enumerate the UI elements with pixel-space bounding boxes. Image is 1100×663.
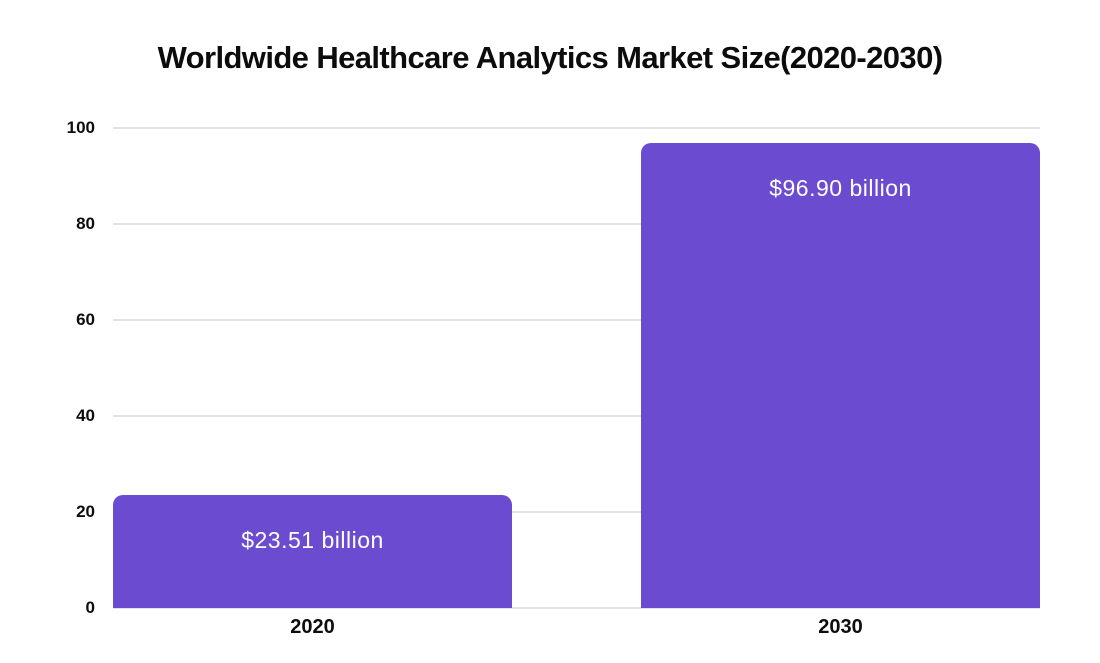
bars-layer: $23.51 billion $96.90 billion — [113, 128, 1040, 608]
gridline-0 — [113, 607, 1040, 609]
plot-area: 0 20 40 60 80 100 $23.51 billion $96.90 billio… — [67, 118, 1040, 617]
gridline-20 — [113, 511, 1040, 513]
bar-value-label-2020: $23.51 billion — [241, 527, 384, 554]
bar-value-label-2030: $96.90 billion — [769, 174, 912, 201]
gridline-60 — [113, 319, 1040, 321]
y-tick-label-0: 0 — [85, 598, 95, 617]
x-tick-label-2030: 2030 — [818, 616, 863, 638]
y-tick-label-20: 20 — [76, 502, 95, 521]
chart-title: Worldwide Healthcare Analytics Market Si… — [157, 40, 943, 75]
bar-2030: $96.90 billion — [641, 142, 1040, 608]
gridline-100 — [113, 127, 1040, 129]
x-tick-label-2020: 2020 — [290, 616, 335, 638]
y-tick-label-60: 60 — [76, 310, 95, 329]
grid-layer: 0 20 40 60 80 100 — [67, 118, 1040, 617]
gridline-40 — [113, 415, 1040, 417]
gridline-80 — [113, 223, 1040, 225]
bar-2020: $23.51 billion — [113, 495, 512, 608]
y-tick-label-80: 80 — [76, 214, 95, 233]
y-tick-label-40: 40 — [76, 406, 95, 425]
y-tick-label-100: 100 — [66, 118, 95, 137]
